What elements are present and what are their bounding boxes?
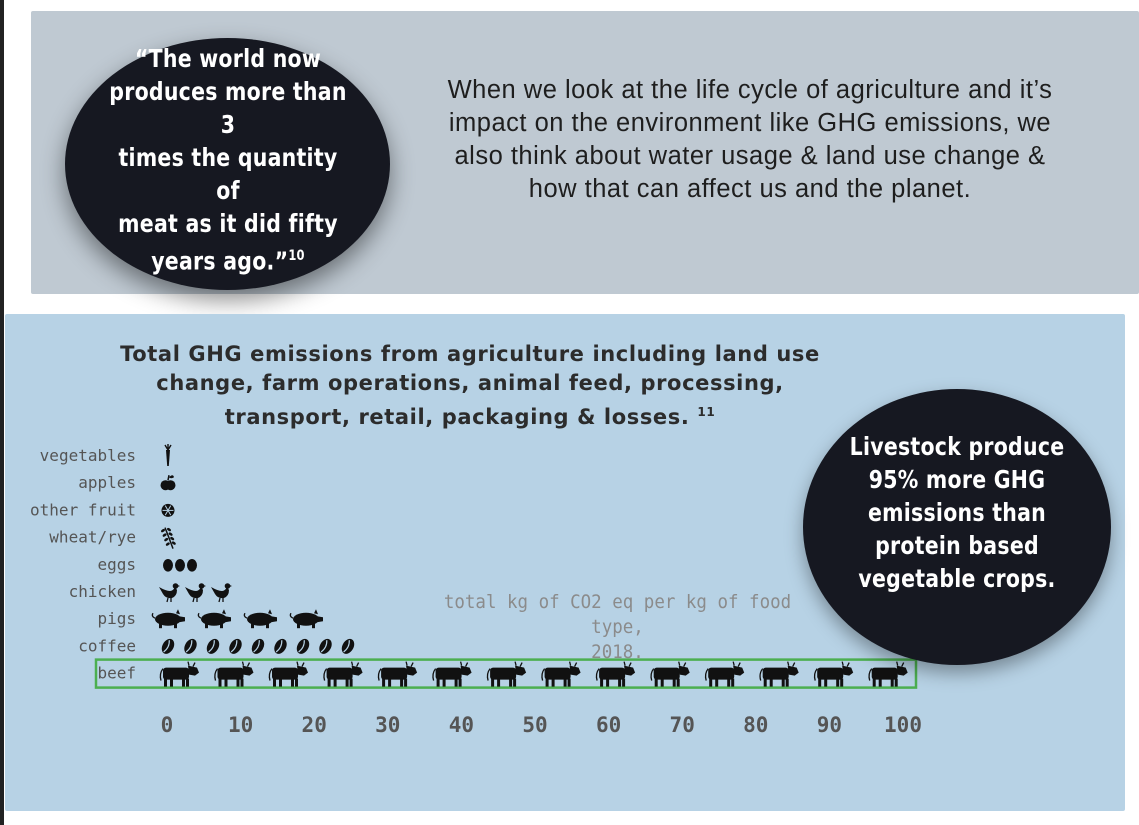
coffee-bean-icon [274, 638, 287, 654]
chart-caption: total kg of CO2 eq per kg of food type, … [436, 590, 799, 665]
x-tick-label: 90 [817, 713, 842, 737]
citrus-icon [161, 503, 175, 517]
cow-icon [268, 661, 308, 687]
cow-icon [159, 661, 199, 687]
egg-icon [187, 559, 197, 572]
quote-line: times the quantity of [118, 143, 337, 206]
cow-icon [759, 661, 799, 687]
chicken-icon [159, 583, 180, 603]
cow-icon [214, 661, 254, 687]
category-label-apples: apples [78, 473, 136, 492]
category-label-eggs: eggs [97, 555, 136, 574]
intro-line: how that can affect us and the planet. [528, 175, 972, 203]
livestock-line: Livestock produce [849, 431, 1065, 461]
x-tick-label: 10 [228, 713, 253, 737]
cow-icon [432, 661, 472, 687]
x-tick-label: 60 [596, 713, 621, 737]
x-tick-label: 70 [670, 713, 695, 737]
cow-icon [541, 661, 581, 687]
chart-title-line: change, farm operations, animal feed, pr… [156, 371, 784, 395]
chart-title-line: transport, retail, packaging & losses. [224, 405, 690, 429]
coffee-bean-icon [229, 638, 242, 654]
x-tick-label: 0 [161, 713, 174, 737]
caption-line: total kg of CO2 eq per kg of food type, [443, 591, 792, 638]
cow-icon [813, 661, 854, 687]
cow-icon [704, 661, 745, 687]
quote-line: years ago.” [150, 246, 288, 276]
egg-icon [175, 559, 185, 572]
coffee-bean-icon [296, 638, 310, 654]
cow-icon [650, 661, 690, 687]
pig-icon [197, 609, 231, 629]
highlight-box-beef [94, 658, 918, 689]
quote-line: “The world now [134, 44, 321, 74]
category-label-wheatrye: wheat/rye [49, 528, 136, 547]
livestock-line: vegetable crops. [858, 563, 1056, 593]
category-label-vegetables: vegetables [40, 446, 136, 465]
pig-icon [289, 609, 323, 629]
coffee-bean-icon [319, 638, 332, 654]
intro-line: When we look at the life cycle of agricu… [447, 76, 1053, 104]
livestock-line: 95% more GHG [868, 464, 1046, 494]
chicken-icon [185, 583, 206, 603]
cow-icon [377, 661, 418, 687]
x-tick-label: 40 [449, 713, 474, 737]
livestock-line: emissions than [867, 497, 1047, 527]
quote-line: meat as it did fifty [117, 209, 338, 239]
cow-icon [486, 661, 527, 687]
coffee-bean-icon [161, 638, 175, 654]
wheat-icon [161, 527, 176, 549]
chicken-icon [211, 583, 232, 603]
cow-icon [323, 661, 363, 687]
caption-line: 2018. [591, 641, 644, 663]
quote-line: produces more than 3 [108, 77, 347, 140]
chart-title-line: Total GHG emissions from agriculture inc… [120, 342, 820, 366]
livestock-text: Livestock produce 95% more GHG emissions… [842, 430, 1072, 595]
quote-bubble: “The world now produces more than 3 time… [65, 38, 390, 290]
pig-icon [151, 609, 185, 629]
x-tick-label: 50 [522, 713, 547, 737]
livestock-bubble: Livestock produce 95% more GHG emissions… [803, 389, 1111, 665]
intro-line: also think about water usage & land use … [454, 142, 1046, 170]
chart-title-footnote: 11 [697, 405, 716, 419]
x-tick-label: 30 [375, 713, 400, 737]
carrot-icon [164, 444, 172, 466]
coffee-bean-icon [251, 638, 265, 654]
coffee-bean-icon [206, 638, 220, 654]
coffee-bean-icon [341, 638, 355, 654]
chart-title: Total GHG emissions from agriculture inc… [70, 340, 870, 432]
x-tick-label: 80 [743, 713, 768, 737]
intro-line: impact on the environment like GHG emiss… [448, 109, 1052, 137]
x-tick-label: 20 [302, 713, 327, 737]
cow-icon [595, 661, 636, 687]
category-label-pigs: pigs [97, 609, 136, 628]
quote-text: “The world now produces more than 3 time… [109, 42, 347, 277]
pig-icon [243, 609, 277, 629]
cow-icon [868, 661, 908, 687]
quote-footnote: 10 [287, 248, 305, 265]
x-tick-label: 100 [884, 713, 922, 737]
category-label-beef: beef [97, 664, 136, 683]
left-edge-rule [0, 0, 4, 825]
egg-icon [163, 559, 173, 572]
livestock-line: protein based [875, 530, 1039, 560]
intro-paragraph: When we look at the life cycle of agricu… [395, 74, 1105, 206]
apple-icon [160, 475, 176, 491]
category-label-chicken: chicken [69, 582, 136, 601]
category-label-coffee: coffee [78, 636, 136, 655]
coffee-bean-icon [184, 638, 197, 654]
category-label-otherfruit: other fruit [30, 500, 136, 519]
